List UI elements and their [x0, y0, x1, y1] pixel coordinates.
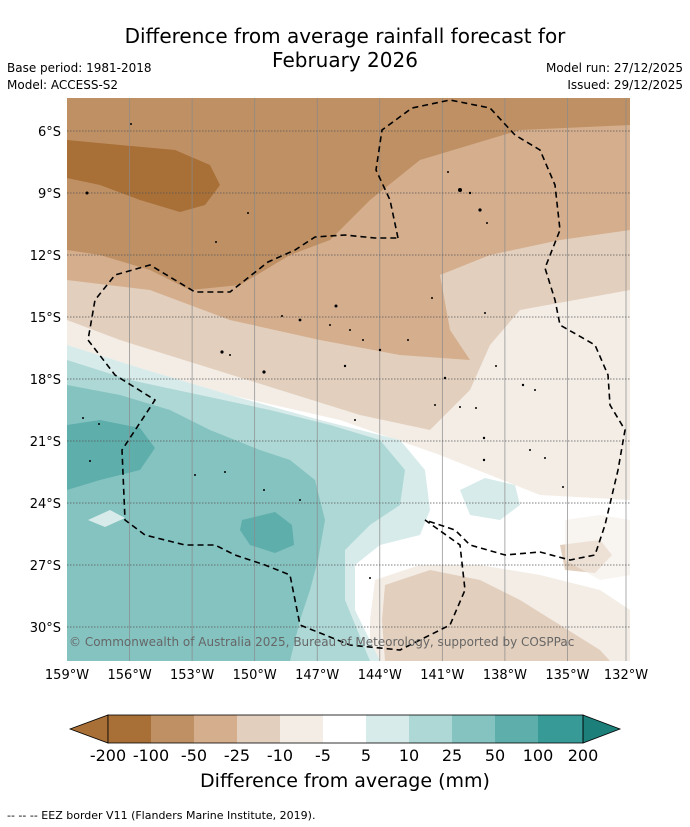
model-run: Model run: 27/12/2025	[545, 61, 683, 75]
lon-label: 138°W	[483, 668, 527, 683]
lat-label: 30°S	[30, 621, 61, 636]
colorbar-label: -50	[181, 746, 207, 765]
colorbar-label: 25	[442, 746, 462, 765]
lon-label: 159°W	[45, 668, 89, 683]
model-name: Model: ACCESS-S2	[7, 78, 119, 92]
longitude-labels: 159°W 156°W 153°W 150°W 147°W 144°W 141°…	[45, 668, 648, 683]
meta-left: Base period: 1981-2018 Model: ACCESS-S2	[7, 60, 152, 94]
colorbar-swatch	[409, 715, 452, 743]
contour-minus-100	[67, 98, 630, 290]
colorbar-swatch	[151, 715, 194, 743]
colorbar-swatch	[108, 715, 151, 743]
lat-label: 24°S	[30, 497, 61, 512]
lon-label: 150°W	[233, 668, 277, 683]
latitude-labels: 6°S 9°S 12°S 15°S 18°S 21°S 24°S 27°S 30…	[30, 125, 61, 636]
colorbar-label: 10	[399, 746, 419, 765]
colorbar-title: Difference from average (mm)	[200, 770, 490, 792]
colorbar: -200 -100 -50 -25 -10 -5 5 10 25 50 100 …	[68, 714, 622, 765]
lon-label: 132°W	[604, 668, 648, 683]
colorbar-label: -200	[90, 746, 126, 765]
lon-label: 135°W	[545, 668, 589, 683]
colorbar-left-arrow	[68, 714, 109, 744]
lon-label: 147°W	[295, 668, 339, 683]
colorbar-outline	[107, 714, 584, 744]
colorbar-label: -10	[267, 746, 293, 765]
colorbar-label: 200	[568, 746, 599, 765]
footnote: -- -- -- EEZ border V11 (Flanders Marine…	[7, 809, 316, 822]
colorbar-swatch	[194, 715, 237, 743]
colorbar-right-arrow	[582, 714, 622, 744]
lat-label: 21°S	[30, 435, 61, 450]
lon-label: 153°W	[170, 668, 214, 683]
colorbar-swatch	[237, 715, 280, 743]
lon-label: 141°W	[420, 668, 464, 683]
colorbar-label: -100	[133, 746, 169, 765]
colorbar-label: 5	[361, 746, 371, 765]
lon-label: 144°W	[358, 668, 402, 683]
copyright-text: © Commonwealth of Australia 2025, Bureau…	[69, 635, 574, 649]
title-line-1: Difference from average rainfall forecas…	[124, 24, 566, 48]
contour-minus-200	[67, 140, 220, 212]
colorbar-swatch	[495, 715, 538, 743]
lat-label: 12°S	[30, 249, 61, 264]
meta-right: Model run: 27/12/2025 Issued: 29/12/2025	[546, 60, 683, 94]
colorbar-swatch	[538, 715, 583, 743]
colorbar-label: -5	[315, 746, 331, 765]
contour-se-minus-25	[382, 570, 610, 661]
lat-label: 15°S	[30, 311, 61, 326]
graticule	[129, 98, 627, 661]
colorbar-label: 100	[523, 746, 554, 765]
contour-plus-50-west	[67, 420, 155, 490]
issued-date: Issued: 29/12/2025	[567, 78, 683, 92]
colorbar-swatch	[366, 715, 409, 743]
colorbar-label: -25	[224, 746, 250, 765]
rainfall-contours: © Commonwealth of Australia 2025, Bureau…	[67, 98, 630, 661]
contour-small-plus-5	[88, 510, 125, 527]
colorbar-labels: -200 -100 -50 -25 -10 -5 5 10 25 50 100 …	[90, 746, 598, 765]
lat-label: 6°S	[38, 125, 61, 140]
colorbar-label: 50	[485, 746, 505, 765]
contour-plus-50-center	[240, 512, 294, 553]
title-line-2: February 2026	[272, 48, 418, 72]
lat-label: 27°S	[30, 559, 61, 574]
latitude-lines	[67, 130, 630, 628]
lon-label: 156°W	[108, 668, 152, 683]
lat-label: 18°S	[30, 373, 61, 388]
eez-border	[87, 99, 626, 651]
colorbar-swatch	[323, 715, 366, 743]
map-title: Difference from average rainfall forecas…	[0, 24, 690, 72]
lat-label: 9°S	[38, 187, 61, 202]
base-period: Base period: 1981-2018	[7, 61, 152, 75]
colorbar-swatch	[280, 715, 323, 743]
islands	[82, 123, 564, 579]
colorbar-swatch	[452, 715, 495, 743]
